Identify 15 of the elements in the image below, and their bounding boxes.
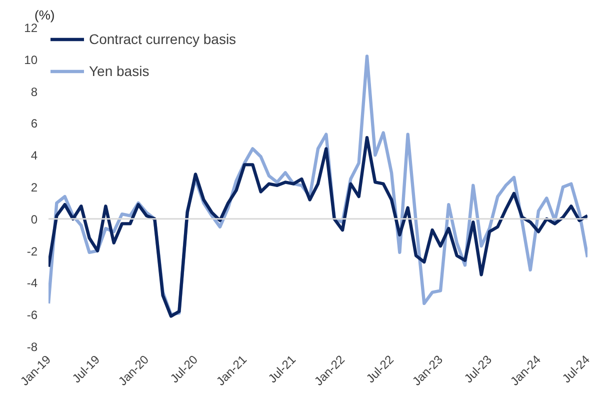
y-tick-label: 6	[30, 116, 38, 131]
y-axis-title: (%)	[34, 8, 55, 22]
y-tick-label: 2	[30, 180, 38, 194]
y-tick-label: 10	[24, 52, 38, 67]
y-tick-label: 8	[30, 84, 38, 99]
y-tick-label: -8	[26, 340, 38, 354]
y-tick-label: -2	[26, 244, 38, 258]
y-tick-label: -4	[26, 276, 38, 290]
legend-label: Yen basis	[89, 63, 150, 79]
legend-label: Contract currency basis	[89, 31, 236, 47]
y-tick-label: 0	[30, 212, 38, 226]
y-tick-label: 4	[30, 148, 38, 163]
y-tick-label: 12	[24, 21, 38, 35]
line-series	[48, 136, 588, 318]
y-tick-label: -6	[26, 308, 38, 322]
